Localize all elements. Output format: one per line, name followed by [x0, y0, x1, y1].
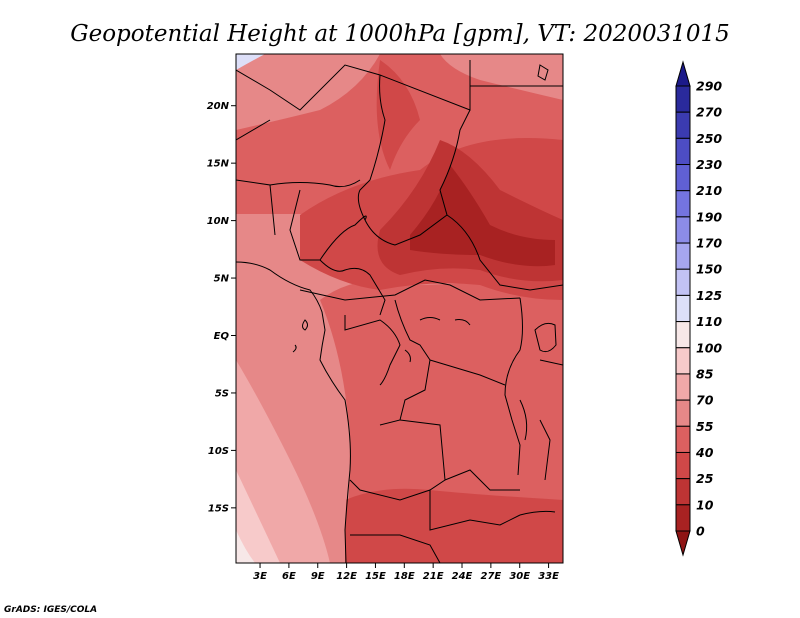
colorbar-swatch	[675, 137, 691, 166]
geopotential-field	[236, 54, 563, 563]
lon-tick-label: 18E	[394, 571, 415, 582]
colorbar-label: 0	[696, 524, 705, 539]
lon-tick-label: 33E	[538, 571, 559, 582]
colorbar-label: 10	[696, 497, 714, 512]
credit-label: GrADS: IGES/COLA	[4, 605, 97, 615]
colorbar-label: 270	[696, 105, 722, 120]
colorbar-label: 210	[696, 183, 722, 198]
lat-tick-label: 15S	[208, 503, 229, 514]
colorbar-swatch	[675, 478, 691, 506]
colorbar-swatch	[675, 373, 691, 401]
lon-tick-label: 3E	[253, 571, 267, 582]
colorbar-swatch	[675, 85, 691, 113]
colorbar-swatch	[675, 321, 691, 349]
lat-tick-label: 10N	[207, 216, 230, 227]
colorbar-label: 290	[696, 79, 722, 94]
longitude-axis: 3E 6E 9E 12E 15E 18E 21E 24E 27E 30E 33E	[253, 563, 559, 582]
colorbar-bottom-arrow	[675, 530, 691, 557]
colorbar-label: 190	[696, 209, 722, 224]
lat-tick-label: 5S	[215, 388, 229, 399]
lon-tick-label: 30E	[509, 571, 530, 582]
colorbar-swatch	[675, 294, 691, 323]
map-panel: 20N 15N 10N 5N EQ 5S 10S 15S 3E 6E 9E 12E 15E 18E 21E…	[207, 53, 564, 582]
colorbar-swatch	[675, 242, 691, 270]
lon-tick-label: 9E	[311, 571, 325, 582]
lon-tick-label: 27E	[480, 571, 501, 582]
lon-tick-label: 6E	[282, 571, 296, 582]
colorbar-label: 250	[696, 131, 722, 146]
colorbar-swatch	[675, 504, 691, 532]
lon-tick-label: 12E	[336, 571, 357, 582]
lon-tick-label: 24E	[452, 571, 473, 582]
colorbar-label: 70	[696, 393, 714, 408]
colorbar-swatch	[675, 347, 691, 375]
colorbar-label: 110	[696, 314, 722, 329]
latitude-axis: 20N 15N 10N 5N EQ 5S 10S 15S	[207, 101, 236, 514]
colorbar-swatch	[675, 111, 691, 139]
colorbar-swatch	[675, 425, 691, 453]
lat-tick-label: 15N	[207, 159, 230, 170]
colorbar-label: 150	[696, 262, 722, 277]
colorbar-swatch	[675, 216, 691, 244]
lat-tick-label: EQ	[214, 331, 230, 342]
colorbar-label: 230	[696, 157, 722, 172]
colorbar-label: 25	[696, 471, 714, 486]
colorbar-label: 100	[696, 340, 722, 355]
lat-tick-label: 20N	[207, 101, 230, 112]
colorbar-top-arrow	[675, 60, 691, 87]
colorbar-swatch	[675, 190, 691, 218]
colorbar: 2902702502302101901701501251101008570554…	[675, 60, 722, 557]
colorbar-label: 85	[696, 366, 714, 381]
country-borders	[236, 60, 563, 563]
colorbar-label: 125	[696, 288, 722, 303]
lat-tick-label: 10S	[208, 446, 229, 457]
colorbar-swatch	[675, 268, 691, 296]
chart-title: Geopotential Height at 1000hPa [gpm], VT…	[70, 21, 730, 47]
lat-tick-label: 5N	[214, 274, 230, 285]
colorbar-label: 170	[696, 236, 722, 251]
lon-tick-label: 21E	[423, 571, 444, 582]
colorbar-swatch	[675, 164, 691, 192]
colorbar-swatch	[675, 399, 691, 427]
colorbar-label: 40	[695, 445, 714, 460]
colorbar-label: 55	[696, 419, 714, 434]
colorbar-swatch	[675, 451, 691, 480]
map-frame	[235, 53, 564, 564]
lon-tick-label: 15E	[365, 571, 386, 582]
